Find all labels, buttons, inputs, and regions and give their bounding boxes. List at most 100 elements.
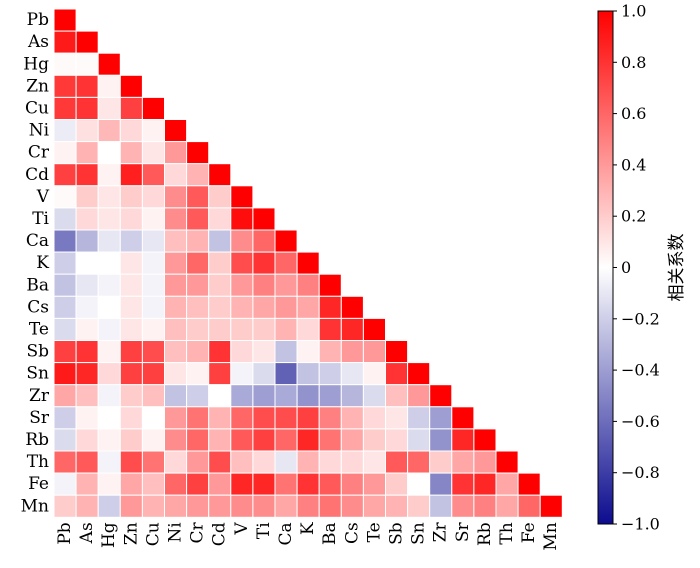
heatmap-cell-K-K	[296, 251, 320, 275]
heatmap-cell-K-Hg	[97, 251, 121, 275]
heatmap-cell-Ti-Cd	[208, 207, 232, 231]
heatmap-cell-Sr-Zr	[429, 406, 453, 430]
y-tick-label-Te: Te	[29, 319, 49, 339]
heatmap-cell-Sn-Ba	[318, 362, 342, 386]
heatmap-cell-Fe-As	[75, 472, 99, 496]
heatmap-cell-Ca-Cu	[141, 229, 165, 253]
colorbar-gradient	[597, 10, 614, 525]
heatmap-cell-Cr-Cr	[186, 141, 210, 165]
colorbar-tick-label: 0.4	[621, 155, 646, 174]
heatmap-cell-Ba-K	[296, 273, 320, 297]
heatmap-cell-Th-Sr	[451, 450, 475, 474]
heatmap-cell-Ti-Cr	[186, 207, 210, 231]
y-tick-label-Hg: Hg	[23, 54, 49, 74]
heatmap-cell-Rb-Cs	[340, 428, 364, 452]
heatmap-cell-Rb-V	[230, 428, 254, 452]
heatmap-cell-Sb-Ti	[252, 340, 276, 364]
heatmap-cell-Ti-V	[230, 207, 254, 231]
colorbar-tick-label: −1.0	[621, 515, 660, 534]
heatmap-cell-Zr-As	[75, 384, 99, 408]
y-tick-label-Cd: Cd	[25, 165, 49, 185]
heatmap-cell-Fe-Th	[495, 472, 519, 496]
y-tick-label-Pb: Pb	[27, 10, 49, 30]
heatmap-cell-Te-Te	[362, 317, 386, 341]
colorbar-tick-label: 0.8	[621, 53, 646, 72]
heatmap-cell-Th-Cu	[141, 450, 165, 474]
heatmap-cell-Zr-Ca	[274, 384, 298, 408]
heatmap-cell-Cs-Hg	[97, 295, 121, 319]
heatmap-cell-Fe-Ba	[318, 472, 342, 496]
heatmap-cell-Sn-Ni	[164, 362, 188, 386]
heatmap-cell-Ca-Ca	[274, 229, 298, 253]
heatmap-cell-Mn-Rb	[473, 494, 497, 518]
heatmap-cell-K-V	[230, 251, 254, 275]
colorbar-tick-label: 1.0	[621, 2, 646, 21]
heatmap-cell-Ca-Ti	[252, 229, 276, 253]
y-tick-label-Zr: Zr	[29, 386, 50, 406]
y-tick-label-Sb: Sb	[26, 342, 49, 362]
heatmap-cell-Sr-Ba	[318, 406, 342, 430]
heatmap-cell-Sb-K	[296, 340, 320, 364]
heatmap-cell-Sb-Cs	[340, 340, 364, 364]
heatmap-cell-Sr-Cr	[186, 406, 210, 430]
heatmap-cell-Ba-Ni	[164, 273, 188, 297]
heatmap-cell-Fe-Fe	[517, 472, 541, 496]
heatmap-cell-Zr-Hg	[97, 384, 121, 408]
x-tick-label-K: K	[298, 522, 318, 535]
heatmap-cell-Zn-Pb	[53, 74, 77, 98]
heatmap-cell-Te-K	[296, 317, 320, 341]
heatmap-cell-Th-Zn	[119, 450, 143, 474]
heatmap-cell-V-Cr	[186, 185, 210, 209]
heatmap-cell-Zr-Te	[362, 384, 386, 408]
heatmap-cell-Sn-Zn	[119, 362, 143, 386]
heatmap-cell-Ca-Cr	[186, 229, 210, 253]
x-tick-label-Sb: Sb	[387, 522, 407, 545]
x-tick-label-Ni: Ni	[166, 522, 186, 543]
heatmap-cell-Th-Pb	[53, 450, 77, 474]
heatmap-cell-Sr-V	[230, 406, 254, 430]
heatmap-cell-Ba-Ca	[274, 273, 298, 297]
heatmap-cell-Mn-Sb	[385, 494, 409, 518]
heatmap-cell-Cu-Zn	[119, 96, 143, 121]
heatmap-cell-Cs-Cr	[186, 295, 210, 319]
heatmap-cell-Th-Ni	[164, 450, 188, 474]
x-tick-label-Hg: Hg	[99, 522, 119, 548]
colorbar-tick-label: −0.2	[621, 309, 660, 328]
heatmap-cell-Th-Cr	[186, 450, 210, 474]
heatmap-cell-Hg-As	[75, 52, 99, 76]
heatmap-cell-Mn-Zn	[119, 494, 143, 518]
heatmap-cell-Fe-Sb	[385, 472, 409, 496]
x-tick-label-Fe: Fe	[519, 522, 539, 543]
heatmap-cell-Sr-Pb	[53, 406, 77, 430]
heatmap-cell-V-Hg	[97, 185, 121, 209]
heatmap-cell-Rb-Sn	[407, 428, 431, 452]
heatmap-cell-Te-Pb	[53, 317, 77, 341]
heatmap-cell-K-Cd	[208, 251, 232, 275]
heatmap-cell-V-Pb	[53, 185, 77, 209]
heatmap-cell-Ti-Hg	[97, 207, 121, 231]
heatmap-cell-Mn-Ti	[252, 494, 276, 518]
heatmap-cell-Ba-Ba	[318, 273, 342, 297]
heatmap-cell-Ba-Hg	[97, 273, 121, 297]
colorbar-tick-label: −0.6	[621, 412, 660, 431]
colorbar-tick-label: 0.2	[621, 207, 646, 226]
heatmap-cell-Cs-K	[296, 295, 320, 319]
heatmap-cell-Sn-Te	[362, 362, 386, 386]
heatmap-cell-Pb-Pb	[53, 8, 77, 32]
heatmap-cell-Sn-Pb	[53, 362, 77, 386]
heatmap-cell-Ni-Zn	[119, 119, 143, 143]
heatmap-cell-V-Zn	[119, 185, 143, 209]
heatmap-cell-As-Pb	[53, 30, 77, 54]
x-tick-label-Mn: Mn	[541, 522, 561, 550]
heatmap-cell-Sr-Hg	[97, 406, 121, 430]
heatmap-cell-Zr-K	[296, 384, 320, 408]
colorbar-title: 相关系数	[667, 234, 687, 302]
heatmap-cell-Ni-Pb	[53, 119, 77, 143]
heatmap-cell-Cd-Cr	[186, 163, 210, 187]
heatmap-cell-Mn-Th	[495, 494, 519, 518]
y-tick-label-Cs: Cs	[27, 297, 49, 317]
heatmap-cell-Ba-Pb	[53, 273, 77, 297]
heatmap-cell-Ca-Ni	[164, 229, 188, 253]
heatmap-cell-Cs-Cd	[208, 295, 232, 319]
heatmap-cell-Mn-Ca	[274, 494, 298, 518]
